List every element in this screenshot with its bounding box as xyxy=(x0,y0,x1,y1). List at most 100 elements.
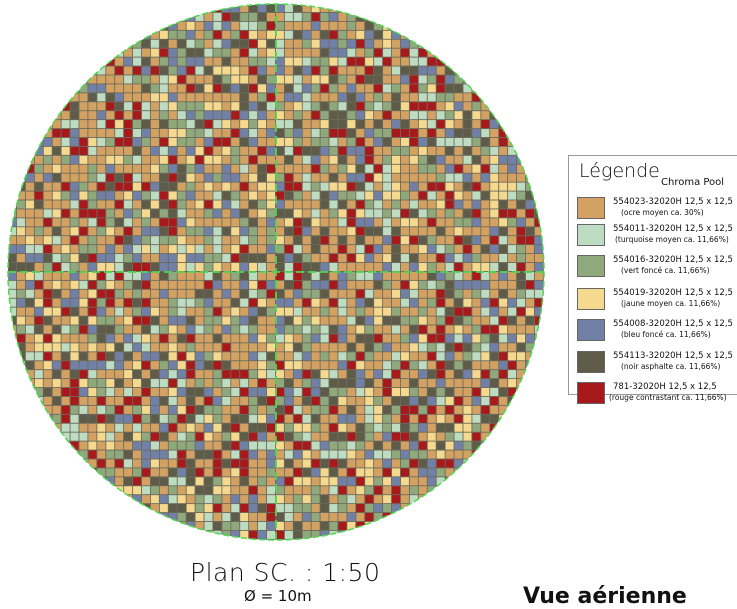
mosaic-tile xyxy=(258,39,267,48)
mosaic-tile xyxy=(356,209,365,218)
mosaic-tile xyxy=(284,227,293,236)
mosaic-tile xyxy=(97,459,106,468)
mosaic-tile xyxy=(43,298,52,307)
mosaic-tile xyxy=(517,146,526,155)
mosaic-tile xyxy=(391,182,401,191)
mosaic-tile xyxy=(400,396,409,405)
mosaic-tile xyxy=(79,164,88,173)
mosaic-tile xyxy=(427,84,436,93)
mosaic-tile xyxy=(231,262,240,271)
mosaic-tile xyxy=(347,414,356,423)
mosaic-tile xyxy=(106,468,115,477)
mosaic-tile xyxy=(159,200,168,209)
mosaic-tile xyxy=(427,441,436,450)
mosaic-tile xyxy=(338,57,347,66)
mosaic-tile xyxy=(106,334,115,343)
mosaic-tile xyxy=(249,218,258,227)
mosaic-tile xyxy=(463,245,472,254)
mosaic-tile xyxy=(418,387,427,397)
mosaic-tile xyxy=(115,182,124,191)
mosaic-tile xyxy=(454,236,463,245)
mosaic-tile xyxy=(436,379,445,388)
mosaic-tile xyxy=(231,200,240,209)
mosaic-tile xyxy=(159,236,168,245)
mosaic-tile xyxy=(275,120,284,129)
mosaic-tile xyxy=(177,495,186,504)
mosaic-tile xyxy=(133,504,142,513)
mosaic-tile xyxy=(275,93,284,102)
mosaic-tile xyxy=(302,200,311,209)
mosaic-tile xyxy=(34,387,43,397)
mosaic-tile xyxy=(195,245,204,254)
mosaic-tile xyxy=(186,191,195,200)
mosaic-tile xyxy=(222,477,231,486)
mosaic-tile xyxy=(222,423,231,432)
mosaic-tile xyxy=(374,379,383,388)
mosaic-tile xyxy=(79,218,88,227)
mosaic-tile xyxy=(97,93,106,102)
mosaic-tile xyxy=(177,432,186,441)
mosaic-tile xyxy=(249,39,258,48)
mosaic-tile xyxy=(231,486,240,495)
mosaic-tile xyxy=(266,245,275,254)
mosaic-tile xyxy=(168,236,177,245)
mosaic-tile xyxy=(445,227,454,236)
mosaic-tile xyxy=(356,289,365,298)
mosaic-tile xyxy=(159,164,168,173)
mosaic-tile xyxy=(409,84,418,93)
mosaic-tile xyxy=(231,432,240,441)
mosaic-tile xyxy=(25,325,34,334)
mosaic-tile xyxy=(508,387,517,397)
mosaic-tile xyxy=(374,102,383,111)
mosaic-tile xyxy=(525,325,534,334)
mosaic-tile xyxy=(374,432,383,441)
mosaic-tile xyxy=(141,280,150,289)
mosaic-tile xyxy=(320,93,329,102)
mosaic-tile xyxy=(275,459,284,468)
mosaic-tile xyxy=(168,450,177,459)
mosaic-tile xyxy=(490,271,499,280)
mosaic-tile xyxy=(293,379,302,388)
mosaic-tile xyxy=(195,298,204,307)
mosaic-tile xyxy=(320,352,329,361)
mosaic-tile xyxy=(481,129,490,138)
mosaic-tile xyxy=(284,146,293,155)
mosaic-tile xyxy=(106,316,115,325)
mosaic-tile xyxy=(231,387,240,397)
mosaic-tile xyxy=(141,325,150,334)
mosaic-tile xyxy=(168,405,177,414)
mosaic-tile xyxy=(124,379,133,388)
mosaic-tile xyxy=(275,468,284,477)
mosaic-tile xyxy=(418,414,427,423)
mosaic-tile xyxy=(329,262,338,271)
mosaic-tile xyxy=(427,289,436,298)
mosaic-tile xyxy=(365,387,374,397)
mosaic-tile xyxy=(365,155,374,164)
legend-item-desc: (rouge contrastant ca. 11,66%) xyxy=(609,393,727,402)
mosaic-tile xyxy=(481,432,490,441)
mosaic-tile xyxy=(499,155,508,164)
mosaic-tile xyxy=(240,182,249,191)
mosaic-tile xyxy=(365,66,374,75)
mosaic-tile xyxy=(133,209,142,218)
mosaic-tile xyxy=(320,280,329,289)
mosaic-tile xyxy=(115,477,124,486)
mosaic-tile xyxy=(133,414,142,423)
mosaic-tile xyxy=(329,423,338,432)
mosaic-tile xyxy=(150,254,159,263)
legend-item-desc: (turquoise moyen ca. 11,66%) xyxy=(615,235,729,244)
mosaic-tile xyxy=(141,441,150,450)
mosaic-tile xyxy=(266,441,275,450)
mosaic-tile xyxy=(311,66,320,75)
mosaic-tile xyxy=(499,405,508,414)
mosaic-tile xyxy=(284,495,293,504)
mosaic-tile xyxy=(258,102,267,111)
mosaic-tile xyxy=(302,513,311,522)
mosaic-tile xyxy=(61,325,70,334)
mosaic-tile xyxy=(70,164,79,173)
mosaic-tile xyxy=(508,146,517,155)
mosaic-tile xyxy=(240,513,249,522)
mosaic-tile xyxy=(124,75,133,84)
mosaic-tile xyxy=(43,405,52,414)
mosaic-tile xyxy=(400,298,409,307)
